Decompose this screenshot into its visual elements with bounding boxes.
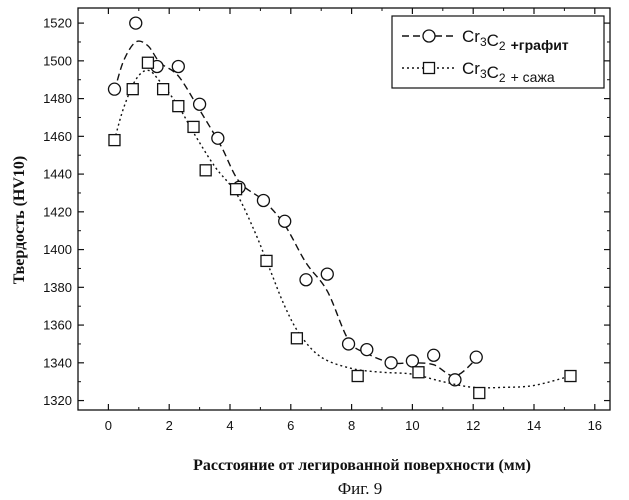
data-point-circle <box>171 59 185 74</box>
x-tick-label: 12 <box>466 418 480 433</box>
data-point-circle <box>299 273 313 287</box>
data-point-circle <box>384 356 398 370</box>
y-tick-label: 1320 <box>43 393 72 408</box>
y-tick-label: 1360 <box>43 318 72 333</box>
data-point-square <box>199 164 212 177</box>
y-tick-label: 1440 <box>43 167 72 182</box>
data-point-square <box>351 369 364 383</box>
y-tick-label: 1480 <box>43 91 72 106</box>
x-tick-label: 4 <box>226 418 233 433</box>
x-axis-ticks: 0 2 4 6 8 10 12 14 16 <box>105 8 602 433</box>
data-point-square <box>564 369 577 383</box>
data-point-circle <box>405 354 420 368</box>
data-point-circle <box>211 131 225 145</box>
y-tick-label: 1400 <box>43 242 72 257</box>
legend-label: Cr3C2 + сажа <box>462 59 555 85</box>
data-point-square <box>290 332 304 345</box>
x-tick-label: 0 <box>105 418 112 433</box>
y-tick-label: 1520 <box>43 16 72 31</box>
y-tick-label: 1340 <box>43 355 72 370</box>
legend-label: Cr3C2 +графит <box>462 27 569 53</box>
data-point-circle <box>192 97 207 111</box>
data-point-square <box>108 133 121 147</box>
data-point-square <box>412 366 425 379</box>
legend-marker-square <box>422 61 436 75</box>
x-tick-label: 16 <box>588 418 602 433</box>
data-point-circle <box>256 193 271 208</box>
y-tick-label: 1420 <box>43 204 72 219</box>
data-point-circle <box>341 337 356 351</box>
data-point-circle <box>107 82 122 96</box>
series-trend-line <box>113 69 571 389</box>
data-point-square <box>187 120 200 134</box>
series-sazha <box>108 56 577 400</box>
data-point-square <box>156 83 170 96</box>
x-tick-label: 14 <box>527 418 541 433</box>
data-point-circle <box>469 350 483 364</box>
plot-frame <box>77 7 611 411</box>
x-axis-title: Расстояние от легированной поверхности (… <box>193 457 531 474</box>
data-point-circle <box>278 214 292 228</box>
data-point-square <box>229 183 243 196</box>
legend-marker-circle <box>422 29 436 43</box>
x-tick-label: 10 <box>405 418 419 433</box>
y-tick-label: 1500 <box>43 53 72 68</box>
data-point-circle <box>448 373 462 387</box>
figure-caption: Фиг. 9 <box>338 479 383 498</box>
y-axis-title: Твердость (HV10) <box>11 156 28 284</box>
y-tick-label: 1380 <box>43 280 72 295</box>
data-point-circle <box>320 267 334 281</box>
data-point-circle <box>360 342 374 357</box>
data-point-square <box>126 83 139 96</box>
y-tick-label: 1460 <box>43 129 72 144</box>
data-point-square <box>473 386 486 400</box>
x-tick-label: 6 <box>287 418 294 433</box>
y-axis-ticks: 1320 1340 1360 1380 1400 1420 1440 1460 1480 1500… <box>43 16 610 408</box>
series-layer <box>107 16 577 400</box>
plot-border <box>77 7 611 411</box>
legend: Cr3C2 +графит Cr3C2 + сажа <box>391 15 605 89</box>
data-point-square <box>260 254 273 268</box>
data-point-circle <box>129 16 143 30</box>
data-point-square <box>172 99 185 113</box>
x-tick-label: 2 <box>166 418 173 433</box>
legend-box <box>391 15 605 89</box>
data-point-circle <box>427 348 441 362</box>
data-point-square <box>141 56 155 69</box>
x-tick-label: 8 <box>348 418 355 433</box>
